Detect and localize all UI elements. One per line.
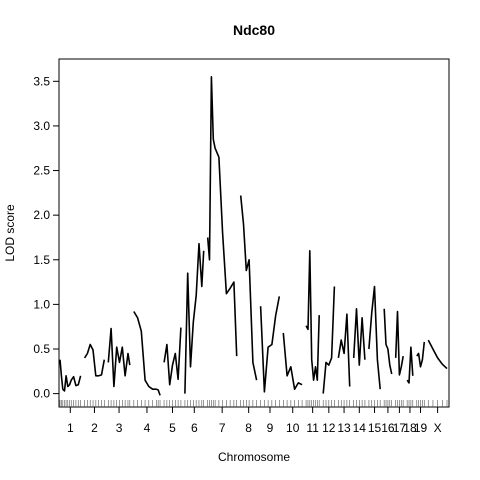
lod-line-chr-18 xyxy=(406,346,414,384)
y-tick-label: 3.5 xyxy=(33,74,50,88)
x-tick-label: 4 xyxy=(144,421,151,435)
x-tick-label: 12 xyxy=(322,421,336,435)
x-tick-label: X xyxy=(434,421,442,435)
lod-line-chr-14 xyxy=(352,307,366,366)
y-tick-label: 2.5 xyxy=(33,164,50,178)
chart-title: Ndc80 xyxy=(233,22,275,38)
x-axis-label: Chromosome xyxy=(218,450,290,464)
x-tick-label: 18 xyxy=(403,421,417,435)
x-tick-label: 13 xyxy=(337,421,351,435)
y-axis-label: LOD score xyxy=(3,204,17,262)
lod-line-chr-3 xyxy=(107,327,131,388)
lod-line-chr-11 xyxy=(305,250,320,382)
lod-line-chr-6 xyxy=(184,242,205,394)
lod-line-chr-5 xyxy=(163,327,182,386)
lod-line-chr-13 xyxy=(337,313,351,387)
x-tick-label: 3 xyxy=(116,421,123,435)
y-tick-label: 3.0 xyxy=(33,119,50,133)
lod-line-chr-4 xyxy=(133,311,161,396)
x-tick-label: 8 xyxy=(245,421,252,435)
lod-line-chr-16 xyxy=(383,308,393,375)
y-tick-label: 0.0 xyxy=(33,387,50,401)
y-tick-label: 1.5 xyxy=(33,253,50,267)
lod-line-chr-9 xyxy=(259,296,281,393)
x-tick-label: 16 xyxy=(381,421,395,435)
x-tick-label: 11 xyxy=(306,421,319,435)
y-tick-label: 1.0 xyxy=(33,297,50,311)
x-tick-label: 1 xyxy=(67,421,74,435)
lod-line-chr-10 xyxy=(282,332,303,391)
y-tick-label: 2.0 xyxy=(33,208,50,222)
lod-line-chr-12 xyxy=(322,286,336,394)
x-tick-label: 17 xyxy=(393,421,407,435)
x-tick-label: 6 xyxy=(191,421,198,435)
lod-line-chr-17 xyxy=(394,310,404,376)
x-tick-label: 10 xyxy=(286,421,300,435)
y-axis: 0.0 0.5 1.0 1.5 2.0 2.5 3.0 3.5 xyxy=(33,74,59,401)
x-tick-label: 2 xyxy=(91,421,98,435)
x-tick-label: 15 xyxy=(368,421,382,435)
lod-line-chr-19 xyxy=(416,341,426,368)
lod-series xyxy=(59,76,448,396)
x-tick-label: 5 xyxy=(169,421,176,435)
lod-line-chr-1 xyxy=(59,359,82,392)
lod-line-chr-15 xyxy=(368,285,381,390)
x-tick-label: 14 xyxy=(353,421,367,435)
lod-line-chr-X xyxy=(427,339,448,370)
lod-line-chr-8 xyxy=(239,195,258,381)
lod-line-chr-2 xyxy=(83,343,106,377)
x-tick-label: 7 xyxy=(219,421,226,435)
plot-frame xyxy=(58,58,450,408)
y-tick-label: 0.5 xyxy=(33,342,50,356)
x-tick-label: 9 xyxy=(267,421,274,435)
lod-line-chr-7 xyxy=(206,76,238,357)
marker-rug xyxy=(59,400,448,407)
x-tick-label: 19 xyxy=(414,421,428,435)
